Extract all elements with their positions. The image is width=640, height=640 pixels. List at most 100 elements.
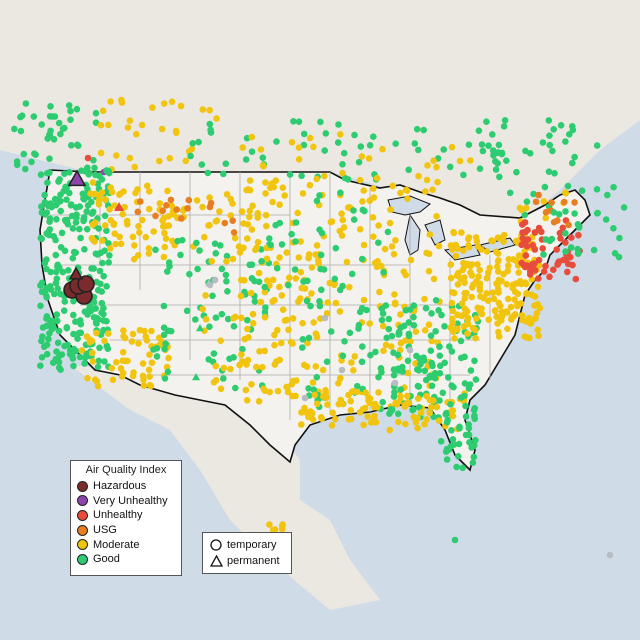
aqi-marker[interactable]: [414, 414, 421, 422]
aqi-marker[interactable]: [47, 268, 54, 276]
aqi-marker[interactable]: [156, 157, 163, 165]
aqi-marker[interactable]: [206, 323, 213, 331]
aqi-marker[interactable]: [565, 221, 572, 229]
aqi-marker[interactable]: [415, 172, 422, 180]
aqi-marker[interactable]: [193, 197, 201, 204]
aqi-marker[interactable]: [461, 380, 469, 387]
aqi-marker[interactable]: [101, 212, 109, 220]
aqi-marker[interactable]: [261, 288, 269, 296]
aqi-marker[interactable]: [240, 244, 247, 252]
aqi-marker[interactable]: [539, 139, 547, 146]
aqi-marker[interactable]: [46, 330, 53, 337]
aqi-marker[interactable]: [58, 229, 66, 237]
aqi-marker[interactable]: [212, 314, 220, 322]
aqi-marker[interactable]: [47, 286, 55, 293]
aqi-marker[interactable]: [391, 379, 399, 387]
aqi-marker[interactable]: [246, 207, 254, 215]
aqi-marker[interactable]: [213, 217, 221, 224]
aqi-marker[interactable]: [495, 141, 503, 149]
aqi-marker[interactable]: [292, 275, 300, 282]
aqi-marker[interactable]: [313, 175, 321, 183]
aqi-marker[interactable]: [66, 189, 73, 197]
aqi-marker[interactable]: [110, 220, 118, 227]
aqi-marker[interactable]: [107, 98, 114, 105]
aqi-marker[interactable]: [296, 295, 304, 302]
aqi-marker[interactable]: [126, 117, 134, 124]
aqi-marker[interactable]: [351, 353, 359, 360]
aqi-marker[interactable]: [433, 163, 440, 171]
aqi-marker[interactable]: [490, 295, 498, 303]
aqi-marker[interactable]: [90, 298, 98, 306]
aqi-marker[interactable]: [259, 162, 267, 169]
aqi-marker[interactable]: [610, 225, 617, 232]
aqi-marker[interactable]: [343, 258, 351, 266]
aqi-marker[interactable]: [443, 409, 450, 417]
aqi-marker[interactable]: [467, 157, 474, 164]
aqi-marker[interactable]: [159, 217, 166, 224]
aqi-marker[interactable]: [496, 173, 503, 181]
aqi-marker[interactable]: [28, 158, 35, 166]
aqi-marker[interactable]: [387, 206, 394, 213]
aqi-marker[interactable]: [426, 374, 434, 381]
aqi-marker[interactable]: [121, 357, 129, 365]
aqi-marker[interactable]: [320, 266, 328, 273]
aqi-marker[interactable]: [447, 261, 455, 268]
aqi-marker[interactable]: [80, 214, 88, 221]
aqi-marker[interactable]: [317, 118, 324, 126]
aqi-marker[interactable]: [287, 338, 295, 346]
aqi-marker[interactable]: [77, 317, 84, 324]
aqi-marker[interactable]: [317, 251, 325, 259]
aqi-marker[interactable]: [313, 373, 321, 381]
aqi-marker[interactable]: [397, 386, 405, 393]
aqi-marker[interactable]: [546, 132, 553, 139]
aqi-marker[interactable]: [276, 254, 283, 261]
aqi-marker[interactable]: [564, 182, 572, 190]
aqi-marker[interactable]: [224, 288, 231, 295]
aqi-marker[interactable]: [562, 239, 569, 246]
aqi-marker[interactable]: [60, 307, 68, 315]
aqi-marker[interactable]: [108, 364, 116, 372]
aqi-marker[interactable]: [237, 276, 245, 284]
aqi-marker[interactable]: [273, 264, 281, 272]
aqi-marker[interactable]: [49, 113, 56, 120]
aqi-marker[interactable]: [336, 308, 344, 315]
aqi-marker[interactable]: [248, 226, 256, 233]
aqi-marker[interactable]: [427, 347, 435, 355]
aqi-marker[interactable]: [237, 292, 245, 300]
aqi-marker[interactable]: [93, 329, 100, 337]
aqi-marker[interactable]: [346, 283, 353, 291]
aqi-marker[interactable]: [139, 372, 147, 380]
aqi-marker[interactable]: [524, 226, 531, 234]
aqi-marker[interactable]: [206, 106, 213, 114]
aqi-marker[interactable]: [37, 171, 45, 178]
aqi-marker[interactable]: [536, 304, 544, 312]
aqi-marker[interactable]: [295, 144, 303, 151]
aqi-marker[interactable]: [426, 231, 434, 238]
aqi-marker[interactable]: [160, 331, 168, 339]
aqi-marker[interactable]: [300, 361, 308, 369]
aqi-marker[interactable]: [116, 233, 123, 241]
aqi-marker[interactable]: [476, 165, 484, 172]
aqi-marker[interactable]: [414, 395, 422, 402]
aqi-marker[interactable]: [102, 196, 109, 203]
aqi-marker[interactable]: [199, 203, 206, 211]
aqi-marker[interactable]: [466, 439, 473, 446]
aqi-marker[interactable]: [503, 281, 511, 288]
aqi-marker[interactable]: [322, 394, 330, 402]
aqi-marker[interactable]: [138, 121, 146, 129]
aqi-marker[interactable]: [380, 269, 387, 276]
aqi-marker[interactable]: [545, 168, 553, 175]
aqi-marker[interactable]: [22, 100, 30, 107]
aqi-marker[interactable]: [65, 267, 72, 274]
aqi-marker[interactable]: [284, 388, 292, 396]
aqi-marker[interactable]: [299, 336, 307, 343]
aqi-marker[interactable]: [616, 234, 623, 242]
aqi-marker[interactable]: [495, 268, 502, 275]
aqi-marker[interactable]: [286, 171, 294, 178]
aqi-marker[interactable]: [475, 127, 483, 134]
aqi-marker[interactable]: [374, 404, 381, 411]
aqi-marker[interactable]: [59, 268, 67, 276]
aqi-marker[interactable]: [522, 263, 529, 271]
aqi-marker[interactable]: [540, 251, 547, 258]
aqi-marker[interactable]: [218, 310, 226, 318]
